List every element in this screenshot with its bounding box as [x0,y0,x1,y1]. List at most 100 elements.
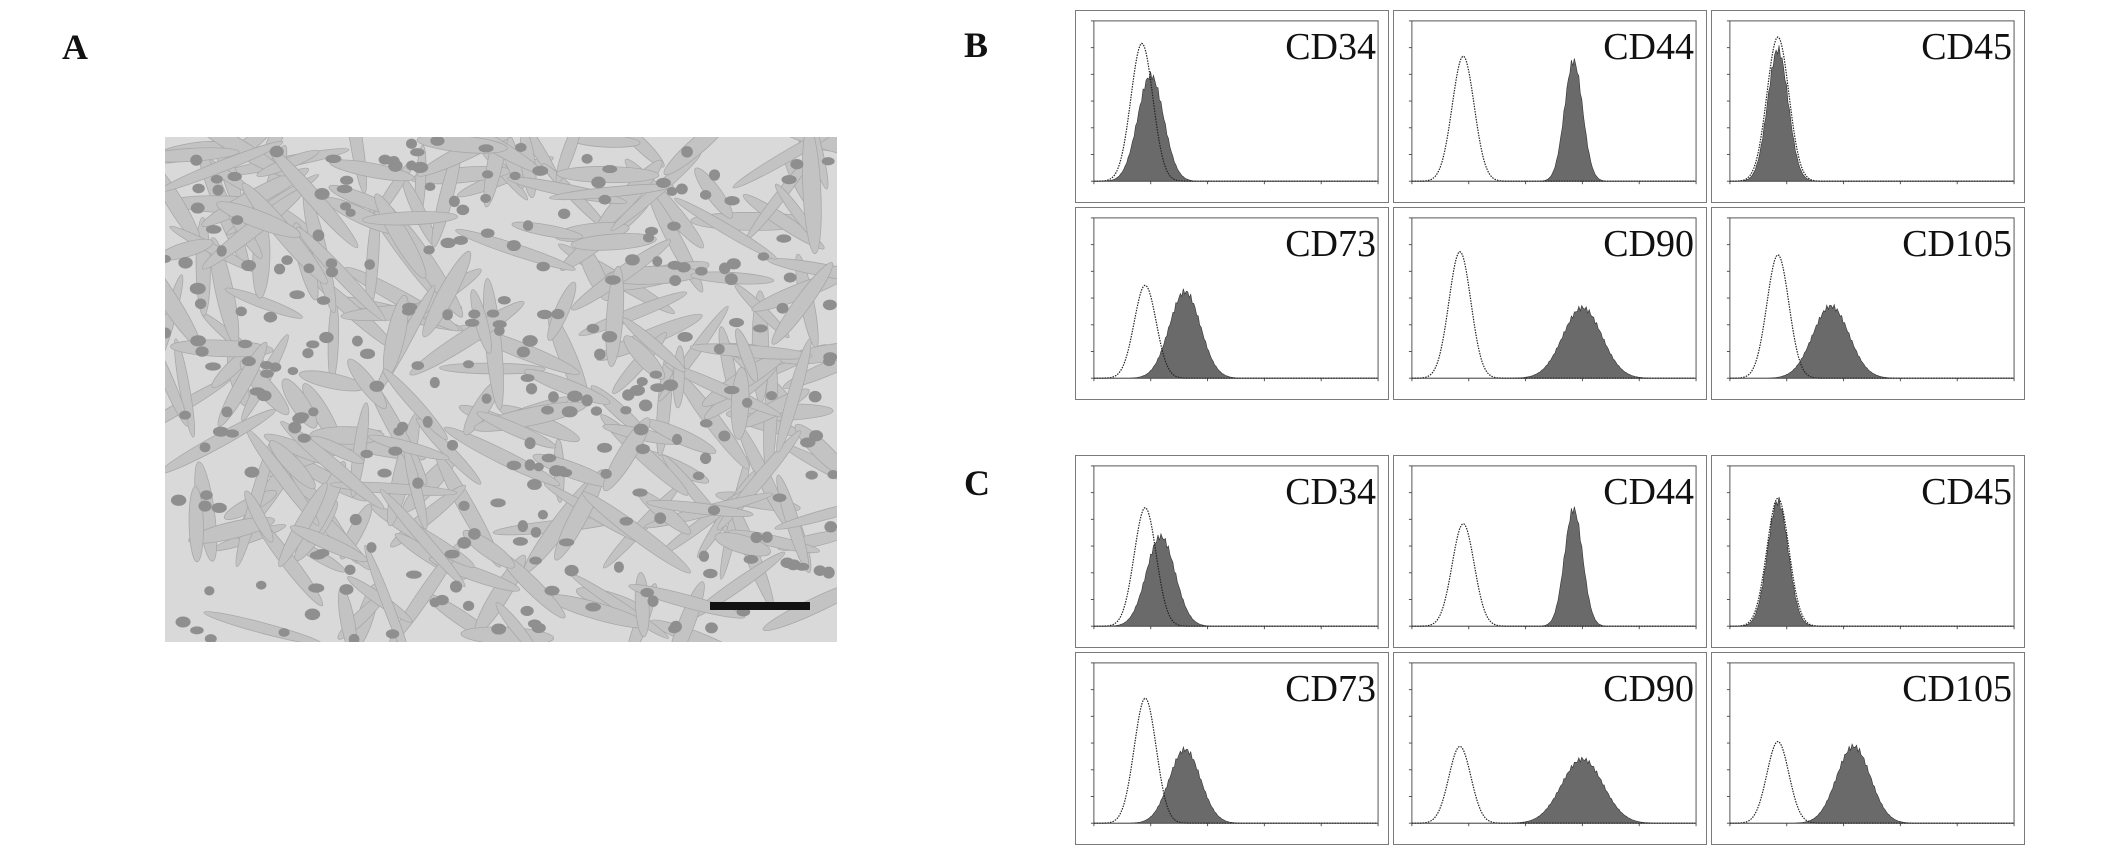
cell-nucleus [700,452,712,465]
cell-nucleus [340,175,354,185]
cell-nucleus [605,275,621,285]
cell-nucleus [235,306,247,317]
cell-nucleus [594,348,606,361]
cell-body [224,287,303,319]
cell-nucleus [204,586,215,596]
cell-nucleus [263,311,278,323]
cell-nucleus [190,154,203,166]
cell-nucleus [385,629,400,639]
marker-label: CD45 [1921,471,2012,513]
panel-b-histogram-cd90 [1408,217,1697,382]
cell-nucleus [625,254,640,266]
cell-body [362,211,459,226]
cell-nucleus [649,370,663,379]
isotype-histogram [1411,250,1696,379]
cell-nucleus [308,407,319,417]
cell-nucleus [405,138,418,149]
cell-nucleus [506,460,522,471]
cell-nucleus [601,330,618,343]
cell-nucleus [698,550,710,562]
cell-nucleus [424,182,436,192]
cell-body [216,201,302,238]
cell-nucleus [256,390,272,402]
cell-nucleus [423,245,435,255]
panel-c-plot-cd73: CD73 [1075,652,1389,845]
cell-nucleus [783,272,797,283]
cell-nucleus [757,252,770,261]
cell-nucleus [241,356,256,367]
cell-nucleus [632,488,648,497]
panel-b-histogram-cd105 [1726,217,2015,382]
cell-nucleus [481,170,494,179]
cell-nucleus [600,468,612,479]
cell-nucleus [360,449,373,459]
marker-label: CD73 [1285,223,1376,265]
cell-nucleus [824,521,837,533]
cell-nucleus [790,159,804,170]
cell-nucleus [823,356,836,367]
cell-body [762,579,837,632]
cell-nucleus [440,237,456,249]
marker-label: CD105 [1902,668,2012,710]
cell-body [714,532,771,557]
cell-nucleus [541,405,554,415]
cell-nucleus [752,324,768,333]
cell-nucleus [551,308,565,320]
cell-nucleus [481,393,492,404]
cell-nucleus [533,462,544,472]
cell-nucleus [225,429,239,438]
cell-nucleus [446,439,459,451]
cell-nucleus [699,419,713,428]
cell-nucleus [393,426,405,436]
cell-nucleus [352,335,363,347]
cell-body [476,411,557,449]
cell-nucleus [705,622,718,634]
cell-nucleus [647,595,659,607]
cell-nucleus [786,559,801,571]
cell-nucleus [281,255,293,266]
panel-c-plot-cd105: CD105 [1711,652,2025,845]
cell-nucleus [406,570,422,579]
cell-nucleus [194,298,207,310]
cell-nucleus [255,580,267,590]
cell-nucleus [597,442,613,453]
cell-nucleus [260,361,273,370]
cell-nucleus [677,332,693,342]
cell-nucleus [821,157,835,166]
cell-body [623,335,666,380]
cell-nucleus [692,471,705,481]
cell-nucleus [453,235,469,245]
isotype-histogram [1411,55,1696,182]
cell-body [310,435,365,464]
cell-nucleus [776,234,792,243]
cell-nucleus [772,493,787,503]
cell-nucleus [654,512,667,524]
cell-nucleus [681,146,693,158]
cell-body [443,426,561,487]
cell-nucleus [724,385,740,395]
cell-nucleus [339,584,354,595]
marker-label: CD90 [1603,223,1694,265]
cell-body [422,250,472,338]
cell-nucleus [448,195,460,208]
cell-body [280,420,385,510]
cell-body [602,417,651,492]
cell-body [188,516,275,544]
marker-label: CD44 [1603,471,1694,513]
cell-nucleus [537,509,548,520]
cell-nucleus [287,366,299,376]
cell-nucleus [561,406,578,418]
sample-histogram [1411,756,1697,824]
cell-body [165,140,284,193]
panel-c-plot-cd44: CD44 [1393,455,1707,648]
isotype-histogram [1411,523,1696,627]
cell-nucleus [527,619,542,629]
panel-b-histogram-cd34 [1090,20,1379,185]
isotype-histogram [1729,740,2014,824]
cell-nucleus [509,171,521,181]
cell-nucleus [548,391,559,403]
scale-bar [710,602,810,610]
cell-nucleus [808,390,822,403]
cell-body [663,137,733,176]
isotype-histogram [1729,36,2014,182]
